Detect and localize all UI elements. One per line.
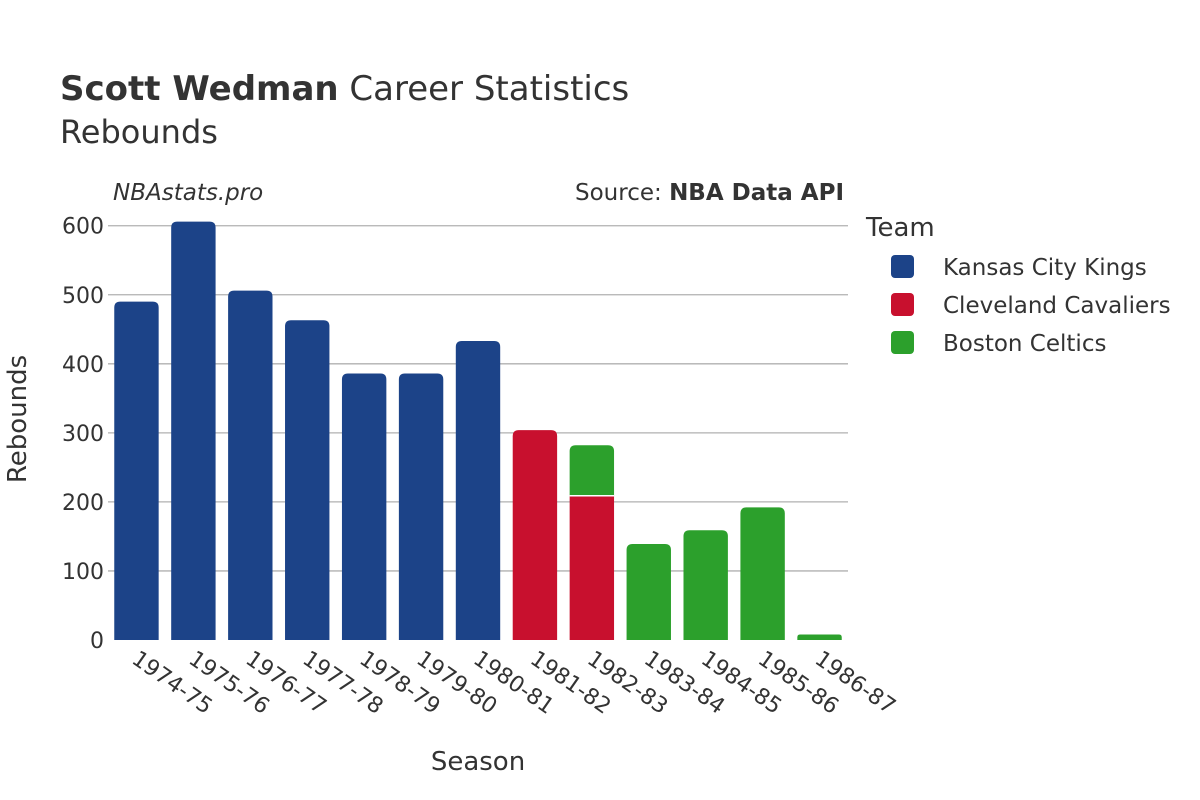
bar-kansas-city-kings-1975-76: [171, 221, 216, 641]
y-tick-label: 100: [62, 560, 104, 585]
legend-label-kansas-city-kings: Kansas City Kings: [943, 255, 1147, 281]
y-tick-label: 400: [62, 353, 104, 378]
chart-title: Scott Wedman Career Statistics: [60, 69, 629, 109]
y-tick-label: 600: [62, 215, 104, 240]
bar-kansas-city-kings-1980-81: [455, 341, 501, 640]
y-tick-label: 300: [62, 422, 104, 447]
y-tick-label: 500: [62, 284, 104, 309]
legend: Team Kansas City Kings Cleveland Cavalier…: [865, 213, 1171, 357]
bar-boston-celtics-1982-83: [569, 445, 615, 496]
legend-title: Team: [865, 213, 935, 243]
legend-swatch-kansas-city-kings: [891, 255, 914, 278]
x-axis-ticks: 1974-751975-761976-771977-781978-791979-…: [127, 646, 900, 719]
bar-kansas-city-kings-1974-75: [114, 301, 159, 640]
bar-kansas-city-kings-1979-80: [398, 373, 444, 640]
y-axis-ticks: 0 100 200 300 400 500 600: [62, 215, 104, 654]
source-note: Source: NBA Data API: [575, 180, 844, 206]
x-axis-title: Season: [431, 747, 525, 777]
watermark: NBAstats.pro: [113, 180, 263, 206]
bar-kansas-city-kings-1977-78: [285, 320, 330, 640]
bar-cleveland-cavaliers-1981-82: [512, 430, 558, 640]
bar-boston-celtics-1986-87: [797, 634, 842, 640]
chart-title-bold: Scott Wedman: [60, 69, 339, 109]
legend-items: Kansas City Kings Cleveland Cavaliers Bost…: [891, 255, 1171, 357]
bar-boston-celtics-1985-86: [740, 507, 785, 640]
chart-subtitle: Rebounds: [60, 113, 218, 151]
bars: [114, 221, 842, 641]
legend-label-boston-celtics: Boston Celtics: [943, 331, 1106, 357]
legend-label-cleveland-cavaliers: Cleveland Cavaliers: [943, 293, 1171, 319]
bar-kansas-city-kings-1976-77: [228, 290, 273, 640]
bar-boston-celtics-1984-85: [683, 530, 728, 640]
chart-title-rest: Career Statistics: [339, 69, 630, 109]
bar-cleveland-cavaliers-1982-83: [569, 495, 615, 640]
y-axis-title: Rebounds: [3, 355, 33, 483]
source-name: NBA Data API: [669, 180, 844, 206]
legend-swatch-cleveland-cavaliers: [891, 293, 914, 316]
y-tick-label: 0: [90, 629, 104, 654]
bar-boston-celtics-1983-84: [626, 544, 671, 640]
y-tick-label: 200: [62, 491, 104, 516]
legend-swatch-boston-celtics: [891, 331, 914, 354]
source-prefix: Source:: [575, 180, 669, 206]
bar-kansas-city-kings-1978-79: [341, 373, 387, 640]
